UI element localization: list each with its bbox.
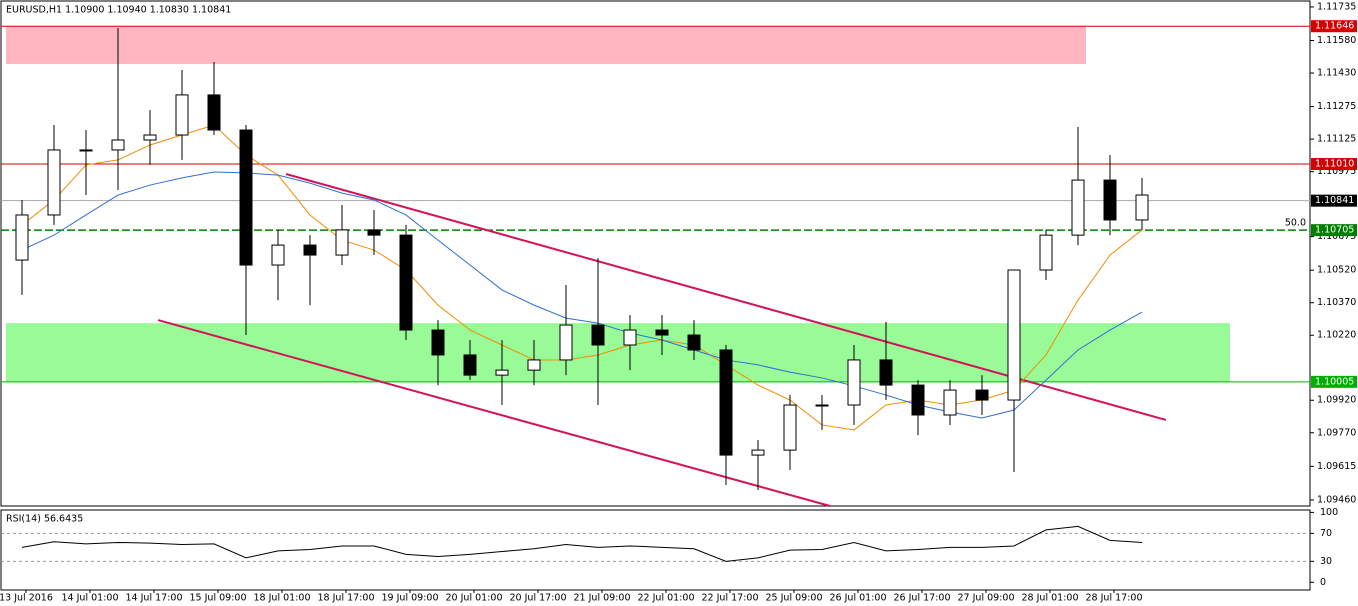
y-tick-label: 1.09920 <box>1317 395 1356 406</box>
level-box <box>1311 158 1357 171</box>
candle-body <box>527 359 541 371</box>
candle-body <box>1039 234 1053 271</box>
x-tick-label: 13 Jul 2016 <box>0 593 53 604</box>
rsi-line <box>21 525 1143 562</box>
x-tick-label: 28 Jul 17:00 <box>1086 593 1143 604</box>
candle-body <box>1103 179 1117 221</box>
candle-body <box>975 389 989 401</box>
candle-body <box>431 329 445 356</box>
rsi-tick-label: 70 <box>1320 528 1332 539</box>
rsi-tick-label: 100 <box>1320 507 1338 518</box>
candle-body <box>591 324 605 346</box>
rsi-title: RSI(14) 56.6435 <box>6 514 83 525</box>
candle-body <box>79 149 93 152</box>
trend-line <box>157 319 831 507</box>
x-tick-label: 20 Jul 17:00 <box>510 593 567 604</box>
rsi-tick-label: 0 <box>1320 577 1326 588</box>
candle-body <box>303 244 317 256</box>
level-label: 1.11010 <box>1315 159 1354 170</box>
candle-body <box>207 94 221 131</box>
candle-body <box>15 214 29 261</box>
x-tick-label: 19 Jul 09:00 <box>382 593 439 604</box>
candle-body <box>655 329 669 336</box>
x-tick-label: 28 Jul 01:00 <box>1022 593 1079 604</box>
x-tick-label: 21 Jul 09:00 <box>574 593 631 604</box>
x-tick-label: 18 Jul 01:00 <box>254 593 311 604</box>
rsi-tick-label: 30 <box>1320 556 1332 567</box>
candle-body <box>367 229 381 236</box>
rsi-frame <box>0 509 1311 591</box>
level-label: 1.10841 <box>1315 195 1354 206</box>
y-tick-label: 1.10370 <box>1317 297 1356 308</box>
candle-body <box>495 369 509 376</box>
x-tick-label: 27 Jul 09:00 <box>958 593 1015 604</box>
level-box <box>1311 375 1357 388</box>
candle-body <box>399 234 413 331</box>
y-tick-label: 1.09770 <box>1317 427 1356 438</box>
y-tick-label: 1.10220 <box>1317 330 1356 341</box>
x-tick-label: 20 Jul 01:00 <box>446 593 503 604</box>
y-tick-label: 1.11735 <box>1317 1 1356 12</box>
chart-title: EURUSD,H1 1.10900 1.10940 1.10830 1.1084… <box>6 5 231 16</box>
x-tick-label: 15 Jul 09:00 <box>190 593 247 604</box>
candle-body <box>751 449 765 456</box>
level-box <box>1311 224 1357 237</box>
candle-body <box>271 244 285 266</box>
candle-body <box>143 134 157 141</box>
x-tick-label: 25 Jul 09:00 <box>766 593 823 604</box>
level-box <box>1311 194 1357 207</box>
candle-body <box>559 324 573 361</box>
candle-body <box>687 334 701 351</box>
y-tick-label: 1.11275 <box>1317 101 1356 112</box>
level-label: 1.11646 <box>1315 21 1354 32</box>
level-box <box>1311 20 1357 33</box>
candle-body <box>815 404 829 407</box>
y-tick-label: 1.09615 <box>1317 461 1356 472</box>
candle-body <box>879 359 893 386</box>
x-tick-label: 18 Jul 17:00 <box>318 593 375 604</box>
moving-average <box>21 124 1143 431</box>
x-tick-label: 14 Jul 17:00 <box>126 593 183 604</box>
candle-body <box>335 229 349 256</box>
x-tick-label: 22 Jul 17:00 <box>702 593 759 604</box>
candle-body <box>1071 179 1085 236</box>
x-tick-label: 22 Jul 01:00 <box>638 593 695 604</box>
candle-body <box>943 389 957 416</box>
x-tick-label: 14 Jul 01:00 <box>62 593 119 604</box>
candle-body <box>783 404 797 451</box>
y-tick-label: 1.11580 <box>1317 35 1356 46</box>
y-tick-label: 1.10520 <box>1317 265 1356 276</box>
y-tick-label: 1.11125 <box>1317 134 1356 145</box>
annotation: 50.0 <box>1285 218 1306 229</box>
candle-body <box>175 94 189 136</box>
y-tick-label: 1.10975 <box>1317 166 1356 177</box>
y-tick-label: 1.10675 <box>1317 231 1356 242</box>
x-tick-label: 26 Jul 17:00 <box>894 593 951 604</box>
candle-body <box>623 329 637 346</box>
candle-body <box>1135 194 1149 221</box>
level-label: 1.10705 <box>1315 225 1354 236</box>
y-tick-label: 1.09460 <box>1317 494 1356 505</box>
candle-body <box>847 359 861 406</box>
candle-body <box>719 349 733 456</box>
zone <box>6 323 1230 382</box>
candle-body <box>1007 269 1021 401</box>
candle-body <box>239 129 253 266</box>
x-tick-label: 26 Jul 01:00 <box>830 593 887 604</box>
candle-body <box>463 354 477 376</box>
candle-body <box>47 149 61 216</box>
y-tick-label: 1.11430 <box>1317 68 1356 79</box>
candle-body <box>111 139 125 151</box>
zone <box>6 26 1086 64</box>
candle-body <box>911 384 925 416</box>
main-frame <box>0 0 1311 507</box>
level-label: 1.10005 <box>1315 376 1354 387</box>
